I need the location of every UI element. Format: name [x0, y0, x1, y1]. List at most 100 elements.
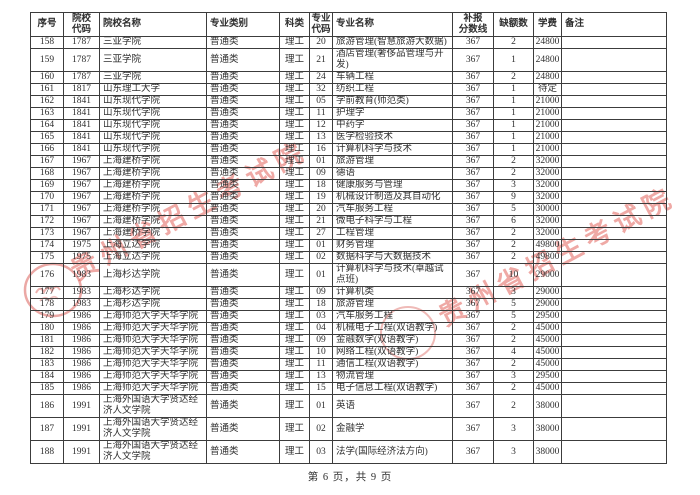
- cell-subject-type: 理工: [279, 358, 310, 371]
- cell-major-code: 01: [309, 263, 333, 287]
- cell-tuition: 29500: [533, 310, 562, 323]
- cell-score-line: 367: [452, 155, 494, 168]
- cell-note: [561, 334, 667, 347]
- cell-major-name: 德语: [332, 167, 453, 180]
- cell-school-code: 1986: [63, 346, 100, 359]
- cell-school-name: 上海师范大学天华学院: [99, 322, 207, 335]
- cell-score-line: 367: [452, 322, 494, 335]
- cell-vacancy: 1: [493, 48, 534, 72]
- cell-school-name: 上海外国语大学贤达经济人文学院: [99, 417, 207, 441]
- cell-major-code: 18: [309, 179, 333, 192]
- table-row: 163 1841 山东现代学院 普通类 理工 11 护理学 367 1 21000: [30, 107, 667, 120]
- cell-school-code: 1967: [63, 191, 100, 204]
- cell-major-code: 09: [309, 286, 333, 299]
- cell-major-category: 普通类: [206, 239, 280, 252]
- cell-major-code: 21: [309, 215, 333, 228]
- cell-tuition: 45000: [533, 322, 562, 335]
- cell-major-name: 机械电子工程(双语教学): [332, 322, 453, 335]
- cell-subject-type: 理工: [279, 251, 310, 264]
- cell-vacancy: 2: [493, 167, 534, 180]
- cell-school-code: 1986: [63, 370, 100, 383]
- cell-seq: 160: [30, 71, 64, 84]
- cell-note: [561, 215, 667, 228]
- cell-major-code: 13: [309, 370, 333, 383]
- cell-school-code: 1841: [63, 119, 100, 132]
- cell-major-category: 普通类: [206, 131, 280, 144]
- cell-tuition: 21000: [533, 107, 562, 120]
- cell-score-line: 367: [452, 251, 494, 264]
- cell-school-code: 1975: [63, 251, 100, 264]
- cell-vacancy: 3: [493, 370, 534, 383]
- cell-school-name: 上海建桥学院: [99, 155, 207, 168]
- cell-note: [561, 119, 667, 132]
- cell-school-code: 1991: [63, 417, 100, 441]
- cell-major-name: 纺织工程: [332, 83, 453, 96]
- cell-major-category: 普通类: [206, 143, 280, 156]
- cell-school-code: 1787: [63, 71, 100, 84]
- cell-tuition: 32000: [533, 167, 562, 180]
- cell-tuition: 21000: [533, 95, 562, 108]
- cell-vacancy: 2: [493, 239, 534, 252]
- cell-score-line: 367: [452, 71, 494, 84]
- cell-score-line: 367: [452, 143, 494, 156]
- cell-school-code: 1967: [63, 167, 100, 180]
- cell-seq: 185: [30, 382, 64, 395]
- cell-subject-type: 理工: [279, 167, 310, 180]
- cell-school-code: 1983: [63, 263, 100, 287]
- cell-major-category: 普通类: [206, 394, 280, 418]
- cell-subject-type: 理工: [279, 48, 310, 72]
- cell-vacancy: 1: [493, 143, 534, 156]
- cell-seq: 183: [30, 358, 64, 371]
- col-header-note: 备注: [561, 12, 667, 37]
- cell-major-name: 计算机科学与技术: [332, 143, 453, 156]
- cell-major-name: 汽车服务工程: [332, 203, 453, 216]
- cell-score-line: 367: [452, 179, 494, 192]
- cell-school-name: 上海立达学院: [99, 239, 207, 252]
- cell-school-name: 上海师范大学天华学院: [99, 346, 207, 359]
- cell-major-code: 02: [309, 417, 333, 441]
- cell-subject-type: 理工: [279, 203, 310, 216]
- col-header-major-code: 专业 代码: [309, 12, 333, 37]
- cell-subject-type: 理工: [279, 382, 310, 395]
- cell-tuition: 38000: [533, 417, 562, 441]
- cell-major-name: 法学(国际经济法方向): [332, 440, 453, 464]
- cell-score-line: 367: [452, 298, 494, 311]
- cell-major-code: 02: [309, 251, 333, 264]
- cell-major-code: 09: [309, 167, 333, 180]
- table-row: 158 1787 三亚学院 普通类 理工 20 旅游管理(智慧旅游大数据) 367 2 24800: [30, 36, 667, 49]
- cell-major-category: 普通类: [206, 346, 280, 359]
- cell-school-code: 1975: [63, 239, 100, 252]
- cell-seq: 161: [30, 83, 64, 96]
- table-row: 160 1787 三亚学院 普通类 理工 24 车辆工程 367 2 24800: [30, 71, 667, 84]
- col-header-major-name: 专业名称: [332, 12, 453, 37]
- cell-major-code: 11: [309, 358, 333, 371]
- cell-score-line: 367: [452, 167, 494, 180]
- col-header-score-line: 补报 分数线: [452, 12, 494, 37]
- table-row: 174 1975 上海立达学院 普通类 理工 01 财务管理 367 2 49800: [30, 239, 667, 252]
- cell-vacancy: 4: [493, 346, 534, 359]
- cell-major-code: 20: [309, 36, 333, 49]
- table-row: 175 1975 上海立达学院 普通类 理工 02 数据科学与大数据技术 367 2 49800: [30, 251, 667, 264]
- cell-major-name: 工程管理: [332, 227, 453, 240]
- cell-major-code: 01: [309, 155, 333, 168]
- cell-major-category: 普通类: [206, 119, 280, 132]
- cell-vacancy: 2: [493, 358, 534, 371]
- cell-major-code: 32: [309, 83, 333, 96]
- cell-school-name: 上海建桥学院: [99, 191, 207, 204]
- cell-major-category: 普通类: [206, 95, 280, 108]
- cell-seq: 181: [30, 334, 64, 347]
- cell-major-code: 24: [309, 71, 333, 84]
- cell-major-category: 普通类: [206, 71, 280, 84]
- cell-score-line: 367: [452, 358, 494, 371]
- cell-tuition: 24800: [533, 36, 562, 49]
- cell-note: [561, 167, 667, 180]
- table-row: 170 1967 上海建桥学院 普通类 理工 19 机械设计制造及其自动化 367 9 32000: [30, 191, 667, 204]
- table-row: 169 1967 上海建桥学院 普通类 理工 18 健康服务与管理 367 3 32000: [30, 179, 667, 192]
- cell-subject-type: 理工: [279, 143, 310, 156]
- cell-tuition: 24800: [533, 48, 562, 72]
- cell-note: [561, 131, 667, 144]
- cell-vacancy: 5: [493, 310, 534, 323]
- cell-subject-type: 理工: [279, 239, 310, 252]
- cell-school-code: 1787: [63, 36, 100, 49]
- cell-major-name: 电子信息工程(双语教学): [332, 382, 453, 395]
